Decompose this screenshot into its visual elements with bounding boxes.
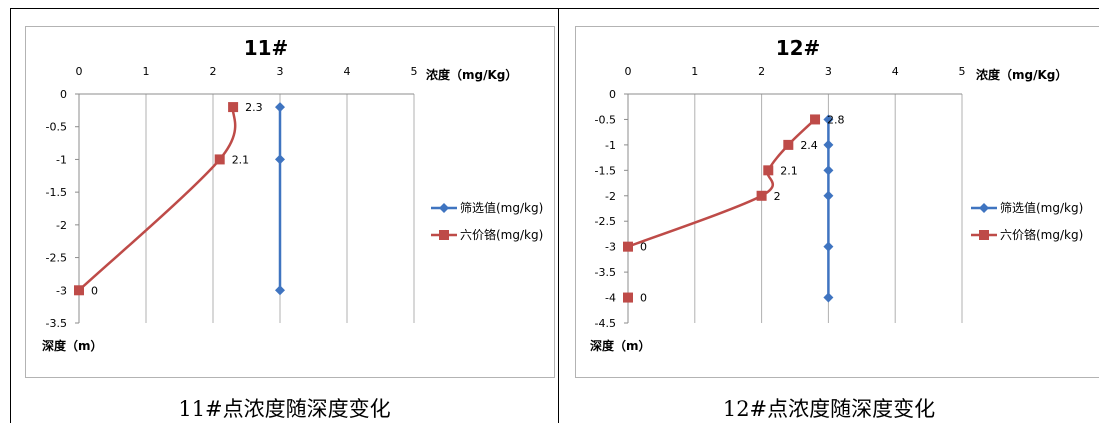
- y-tick-label: -0.5: [595, 113, 616, 126]
- x-tick-label: 5: [411, 65, 418, 78]
- chromium-square-marker: [810, 114, 821, 125]
- chromium-square-marker: [756, 190, 767, 201]
- x-tick-label: 0: [76, 65, 83, 78]
- x-tick-label: 3: [277, 65, 284, 78]
- chromium-line: [78, 106, 237, 292]
- y-tick-label: -2.5: [595, 215, 616, 228]
- y-tick-label: 0: [609, 88, 616, 101]
- y-tick-label: -1: [56, 153, 67, 166]
- data-label: 2.3: [245, 101, 263, 114]
- chromium-square-marker: [623, 241, 633, 252]
- screening-diamond-marker: [823, 241, 834, 252]
- chart-area-12: 12# 0 1 2 3 4 5 0 -0.5 -1 -1.5 -2 -2.5 -3 -3.5 -4 -4.5 浓度…: [575, 26, 1099, 378]
- legend-diamond-icon: [979, 203, 989, 213]
- x-tick-label: 1: [691, 65, 698, 78]
- data-label: 2.4: [800, 139, 818, 152]
- y-tick-label: -0.5: [46, 121, 67, 134]
- x-tick-label: 2: [758, 65, 765, 78]
- chart-panel-12: 12# 0 1 2 3 4 5 0 -0.5 -1 -1.5 -2 -2.5 -3 -3.5 -4 -4.5 浓度…: [558, 8, 1099, 423]
- x-tick-label: 5: [959, 65, 966, 78]
- y-tick-label: -3: [605, 241, 616, 254]
- screening-diamond-marker: [823, 139, 834, 150]
- screening-diamond-marker: [823, 190, 834, 201]
- y-tick-label: -2: [605, 190, 616, 203]
- chart-title: 12#: [776, 36, 821, 60]
- x-tick-label: 3: [825, 65, 832, 78]
- legend-label: 筛选值(mg/kg): [460, 200, 543, 215]
- chart-caption-11: 11#点浓度随深度变化: [178, 397, 391, 421]
- y-axis-label: 深度（m）: [590, 338, 651, 353]
- data-label: 2: [774, 190, 781, 203]
- chromium-square-marker: [214, 154, 225, 165]
- chart-area-11: 11# 0 1 2 3 4 5 0 -0.5 -1 -1.5 -2 -2.5 -3 -3.5 浓度（mg/Kg…: [25, 26, 555, 378]
- chart-caption-12: 12#点浓度随深度变化: [722, 397, 936, 421]
- screening-diamond-marker: [823, 114, 834, 125]
- chromium-square-marker: [74, 285, 84, 296]
- screening-diamond-marker: [823, 165, 834, 176]
- chromium-square-marker: [623, 292, 633, 303]
- x-axis-label: 浓度（mg/Kg）: [426, 67, 517, 82]
- data-label: 0: [640, 292, 647, 305]
- y-tick-label: -3.5: [595, 266, 616, 279]
- chromium-square-marker: [783, 139, 794, 150]
- y-tick-label: -1.5: [595, 164, 616, 177]
- data-label: 0: [640, 241, 647, 254]
- data-label: 2.8: [827, 113, 845, 126]
- y-tick-label: -1.5: [46, 186, 67, 199]
- y-tick-label: -4.5: [595, 317, 616, 330]
- chromium-square-marker: [228, 102, 239, 113]
- x-tick-label: 4: [344, 65, 351, 78]
- y-tick-label: -2: [56, 219, 67, 232]
- legend-square-icon: [439, 230, 449, 240]
- y-tick-label: 0: [60, 88, 67, 101]
- y-tick-label: -1: [605, 139, 616, 152]
- screening-diamond-marker: [275, 102, 285, 113]
- x-tick-label: 2: [210, 65, 217, 78]
- x-tick-label: 1: [143, 65, 150, 78]
- legend-label: 筛选值(mg/kg): [1000, 200, 1083, 215]
- chart-title: 11#: [244, 36, 289, 60]
- chart-11-svg: 11# 0 1 2 3 4 5 0 -0.5 -1 -1.5 -2 -2.5 -3 -3.5 浓度（mg/Kg…: [42, 36, 543, 353]
- chart-panel-11: 11# 0 1 2 3 4 5 0 -0.5 -1 -1.5 -2 -2.5 -3 -3.5 浓度（mg/Kg…: [10, 8, 558, 423]
- legend-square-icon: [979, 230, 989, 240]
- data-label: 2.1: [780, 164, 798, 177]
- screening-diamond-marker: [275, 285, 285, 296]
- data-label: 2.1: [232, 153, 250, 166]
- y-axis-label: 深度（m）: [42, 338, 103, 353]
- chart-12-svg: 12# 0 1 2 3 4 5 0 -0.5 -1 -1.5 -2 -2.5 -3 -3.5 -4 -4.5 浓度…: [590, 36, 1083, 353]
- screening-diamond-marker: [823, 292, 834, 303]
- y-tick-label: -2.5: [46, 252, 67, 265]
- x-axis-label: 浓度（mg/Kg）: [976, 67, 1067, 82]
- x-tick-label: 0: [625, 65, 632, 78]
- legend-label: 六价铬(mg/kg): [460, 227, 543, 242]
- legend-diamond-icon: [439, 203, 449, 213]
- screening-diamond-marker: [275, 154, 285, 165]
- y-tick-label: -3: [56, 284, 67, 297]
- x-tick-label: 4: [892, 65, 899, 78]
- chromium-square-marker: [763, 165, 774, 176]
- chromium-line: [627, 118, 816, 248]
- y-tick-label: -4: [605, 292, 616, 305]
- legend-label: 六价铬(mg/kg): [1000, 227, 1083, 242]
- y-tick-label: -3.5: [46, 317, 67, 330]
- data-label: 0: [91, 284, 98, 297]
